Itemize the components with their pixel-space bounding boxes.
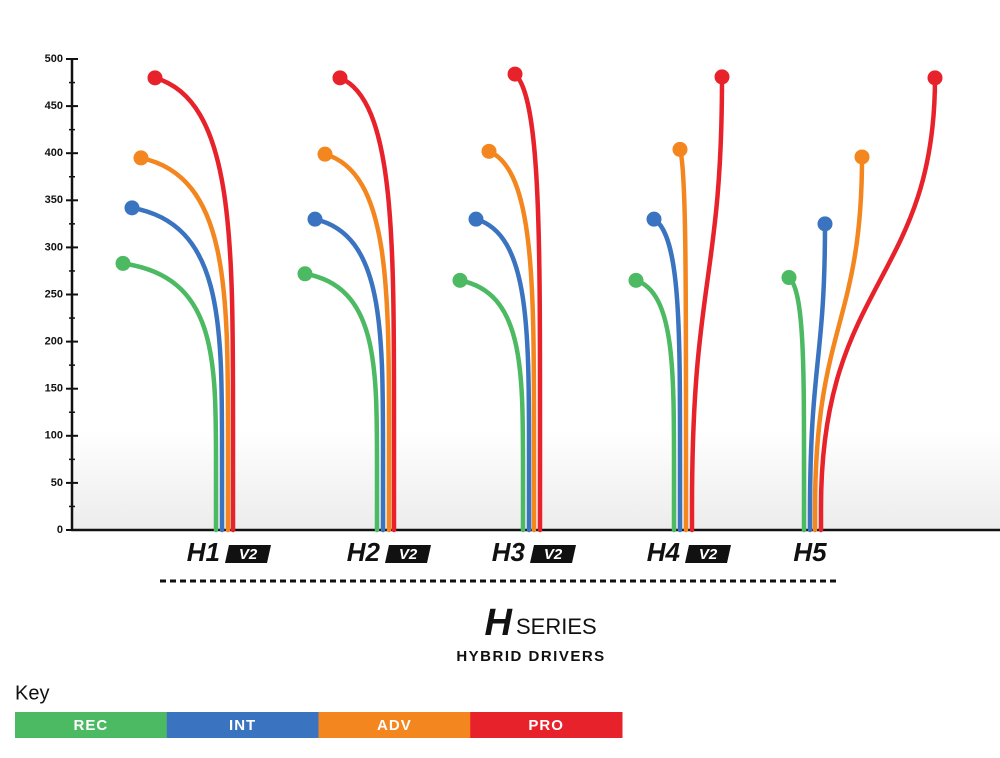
stem-dot (452, 272, 468, 288)
legend-swatch (15, 712, 168, 738)
y-tick-label: 300 (45, 241, 63, 253)
legend-swatch (166, 712, 319, 738)
y-tick-label: 0 (57, 524, 63, 536)
badge-bg (685, 545, 731, 563)
y-tick-label: 200 (45, 336, 63, 348)
stem-curve (633, 278, 677, 533)
stem-dot (147, 70, 163, 86)
stem-curve (337, 75, 397, 533)
stem-dot (297, 266, 313, 282)
stem-dot (817, 216, 833, 232)
badge-bg (385, 545, 431, 563)
stem-curve (818, 75, 938, 533)
stem-curve (486, 149, 537, 533)
stem-dot (115, 255, 131, 271)
y-tick-label: 400 (45, 147, 63, 159)
stem-dot (124, 200, 140, 216)
stem-curve (152, 75, 236, 533)
stem-dot (628, 272, 644, 288)
x-tick-label: H1 (187, 537, 220, 567)
badge-bg (225, 545, 271, 563)
stem-dot (468, 211, 484, 227)
y-tick-label: 150 (45, 383, 63, 395)
legend-label: ADV (377, 717, 412, 734)
y-tick-label: 250 (45, 288, 63, 300)
stem-curve (512, 71, 543, 533)
category-badge: V2 (699, 546, 718, 563)
stem-dot (672, 141, 688, 157)
stem-curve (651, 216, 683, 533)
category-badge: V2 (544, 546, 563, 563)
stem-curve (138, 155, 231, 533)
legend-label: REC (74, 717, 109, 734)
stem-dot (317, 146, 333, 162)
legend-swatch (470, 712, 623, 738)
stem-curve (129, 205, 225, 533)
stem-dot (332, 70, 348, 86)
brand-mark: H (485, 602, 514, 644)
x-tick-label: H2 (347, 537, 381, 567)
y-tick-label: 350 (45, 194, 63, 206)
legend-label: PRO (528, 717, 564, 734)
stem-curve (312, 216, 386, 533)
stem-dot (854, 149, 870, 165)
stem-dot (481, 143, 497, 159)
x-tick-label: H5 (793, 537, 827, 567)
stem-curve (473, 216, 532, 533)
y-tick-label: 50 (51, 477, 63, 489)
stem-curve (786, 275, 807, 533)
y-tick-label: 500 (45, 53, 63, 65)
legend-swatch (318, 712, 471, 738)
legend-title: Key (15, 682, 49, 704)
stem-dot (781, 270, 797, 286)
legend-label: INT (229, 717, 256, 734)
stem-dot (133, 150, 149, 166)
brand-name: SERIES (516, 614, 597, 639)
plot-shade (73, 430, 1000, 530)
stem-curve (302, 271, 380, 533)
stem-curve (322, 151, 392, 533)
x-tick-label: H3 (492, 537, 526, 567)
badge-bg (530, 545, 576, 563)
stem-dot (646, 211, 662, 227)
stem-curve (807, 221, 828, 533)
stem-curve (812, 154, 865, 533)
stem-curve (457, 278, 526, 533)
x-tick-label: H4 (647, 537, 681, 567)
stem-curve (120, 261, 219, 533)
category-badge: V2 (399, 546, 418, 563)
stem-dot (507, 66, 523, 82)
brand-subtitle: HYBRID DRIVERS (456, 648, 605, 665)
y-tick-label: 450 (45, 100, 63, 112)
category-badge: V2 (239, 546, 258, 563)
stem-curve (677, 147, 689, 533)
stem-dot (307, 211, 323, 227)
stem-curve (689, 74, 725, 533)
stem-dot (927, 70, 943, 86)
y-tick-label: 100 (45, 430, 63, 442)
stem-dot (714, 69, 730, 85)
